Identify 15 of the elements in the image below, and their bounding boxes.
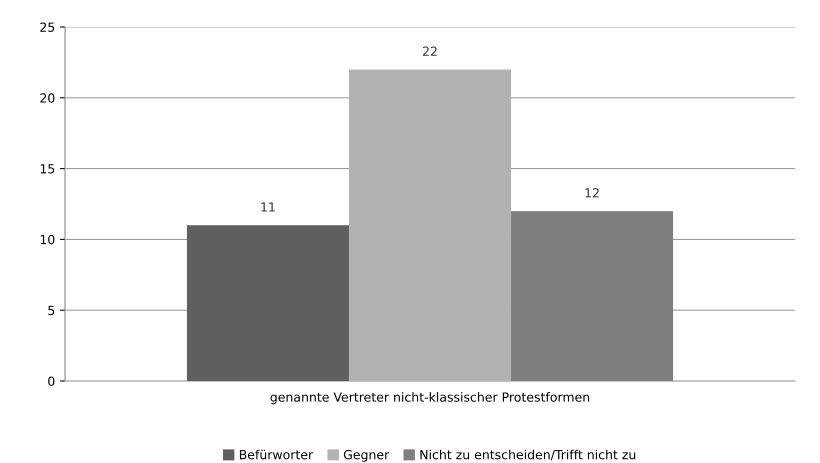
y-tick-label: 10 (40, 234, 54, 244)
bar (348, 69, 512, 381)
x-tick-label: genannte Vertreter nicht-klassischer Protestformen (270, 392, 590, 404)
y-tick-label: 15 (40, 164, 54, 174)
data-label: 12 (585, 188, 599, 198)
y-tick-label: 25 (40, 22, 54, 32)
legend-label: Nicht zu entscheiden/Trifft nicht zu (420, 450, 636, 460)
legend-label: Gegner (344, 450, 390, 462)
data-label: 11 (261, 202, 275, 212)
y-tick-label: 5 (48, 306, 54, 316)
bar (186, 225, 349, 381)
legend-label: Befürworter (240, 450, 314, 460)
y-tick-label: 20 (40, 93, 54, 103)
data-label: 22 (422, 46, 437, 56)
y-tick-label: 0 (48, 376, 54, 386)
